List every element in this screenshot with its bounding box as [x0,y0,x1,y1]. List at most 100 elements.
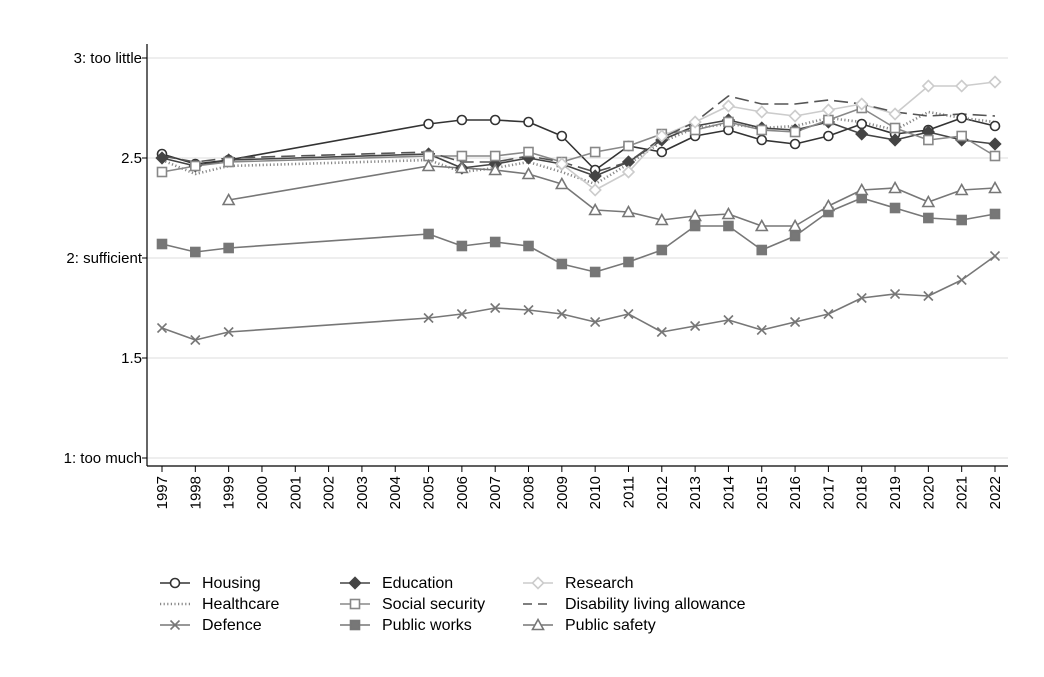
x-tick-label: 2019 [887,476,904,509]
legend-item-defence: Defence [160,617,262,634]
data-point-research [988,75,1002,89]
data-point-social-security [456,150,468,162]
data-point-research [588,183,602,197]
data-point-public-works [923,212,934,224]
data-point-public-works [423,228,434,240]
legend-item-housing: Housing [160,575,261,592]
data-point-defence [989,250,1001,262]
legend-label-disability-living-allowance: Disability living allowance [565,596,746,613]
data-point-social-security [889,122,901,134]
x-tick-label: 2010 [587,476,604,509]
data-point-public-safety [488,162,503,176]
data-point-public-safety [854,182,869,196]
series-line-social-security [161,107,996,173]
data-point-defence [923,290,934,302]
data-point-defence [756,324,767,336]
data-point-defence-stroke [790,316,801,328]
series-lines [161,81,996,341]
data-point-research [688,115,702,129]
data-point-housing [489,114,501,126]
x-tick-label: 2011 [620,476,637,508]
legend-label-social-security: Social security [382,596,485,613]
data-point-housing [989,120,1001,132]
data-point-public-safety [688,208,702,222]
y-tick-label: 1: too much [64,450,142,467]
data-point-defence-stroke [756,324,767,336]
data-point-social-security [923,134,934,146]
data-point-housing [856,118,868,130]
legend-label-research: Research [565,575,633,592]
data-point-research [755,105,769,119]
data-point-research [621,165,636,179]
series-line-research [561,81,996,191]
data-point-public-works [656,244,668,256]
data-point-social-security [523,146,534,158]
data-point-defence [723,314,734,326]
data-point-social-security [789,126,801,138]
data-point-public-safety [421,158,436,172]
legend-item-public-works: Public works [340,617,472,634]
data-point-public-works [556,258,568,270]
legend: Housing Healthcare Defence Education Social … [160,575,746,634]
data-point-research [655,129,669,143]
data-point-defence-stroke [590,316,601,328]
data-point-defence-stroke [889,288,901,300]
x-tick-label: 2021 [954,476,971,509]
data-point-defence [623,308,634,320]
data-point-public-safety [721,206,736,220]
data-point-social-security [823,114,834,126]
data-point-education [588,169,602,183]
data-point-defence [190,334,201,346]
data-point-social-security [756,124,768,136]
data-point-housing [823,130,834,142]
legend-item-education: Education [340,575,453,592]
x-tick-label: 2004 [387,476,404,509]
data-point-public-works [190,246,201,258]
data-point-public-works [589,266,601,278]
legend-item-healthcare: Healthcare [160,596,279,613]
data-point-defence-stroke [723,314,734,326]
data-point-defence-stroke [923,290,934,302]
x-tick-label: 2007 [487,476,504,509]
data-point-public-works [623,256,634,268]
data-point-defence-stroke [623,308,634,320]
x-tick-label: 2002 [321,476,338,509]
legend-marker-public-works [349,619,361,631]
legend-label-housing: Housing [202,575,261,592]
data-point-public-safety [588,202,603,216]
data-point-education [888,133,902,147]
legend-label-defence: Defence [202,617,262,634]
y-tick-label: 2.5 [121,150,142,167]
data-point-defence [490,302,501,314]
data-point-public-works [156,238,168,250]
data-point-public-works [456,240,468,252]
legend-label-public-safety: Public safety [565,617,656,634]
data-point-public-works [956,214,967,226]
data-point-defence [423,312,434,324]
x-tick-label: 2009 [554,476,571,509]
data-point-defence-stroke [423,312,434,324]
data-point-defence-stroke [190,334,201,346]
data-point-public-works [523,240,534,252]
data-point-housing [523,116,534,128]
data-point-housing [656,146,668,158]
x-tick-label: 2012 [654,476,671,509]
legend-item-disability-living-allowance: Disability living allowance [523,596,746,613]
data-point-research [955,79,969,93]
data-point-defence-stroke [456,308,467,320]
data-point-education [155,151,169,165]
data-point-public-safety [988,180,1002,194]
legend-item-public-safety: Public safety [523,617,656,634]
y-tick-label: 1.5 [121,350,142,367]
series-markers [155,75,1002,346]
legend-marker-education [348,576,362,590]
data-point-public-safety [754,218,769,232]
legend-marker-defence [169,619,181,631]
data-point-public-safety [221,192,236,206]
data-point-public-safety [821,198,836,212]
series-line-public-works [161,197,996,273]
data-point-defence-stroke [656,326,667,338]
data-point-research [821,103,836,117]
data-point-education [855,127,869,141]
